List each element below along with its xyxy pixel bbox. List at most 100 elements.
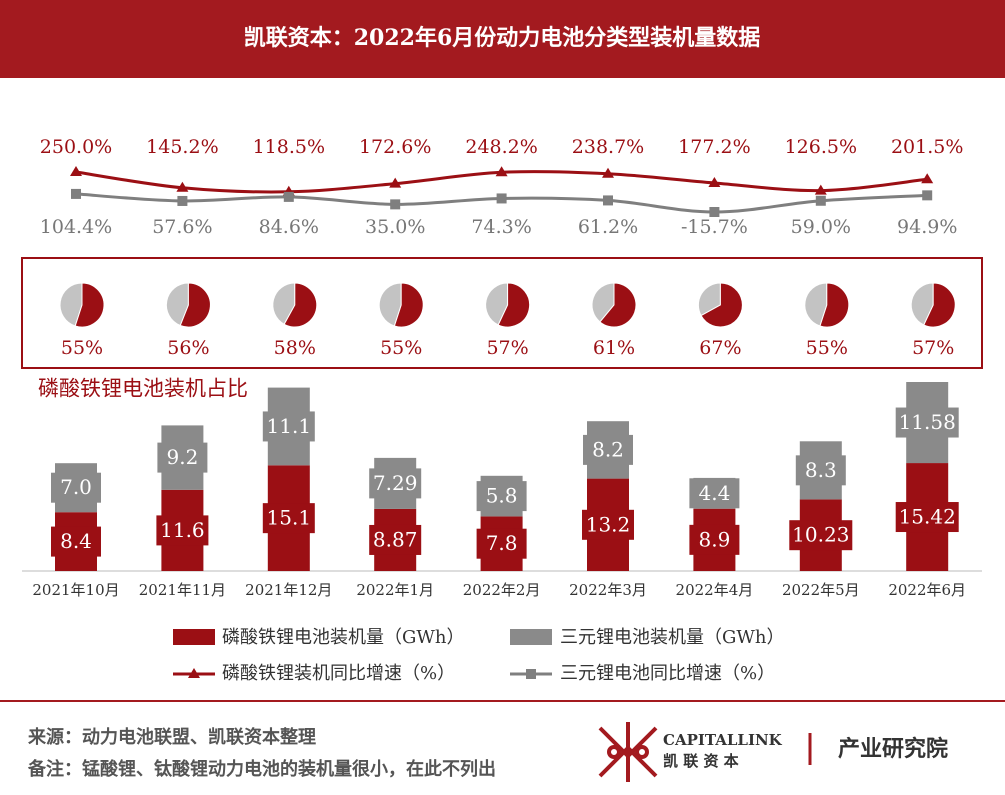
x-tick-label: 2022年3月 [569,581,647,599]
bar-value-label: 15.42 [899,505,956,529]
line-marker [389,177,402,188]
bar-value-label: 4.4 [698,481,730,505]
line-value-label: 248.2% [465,136,537,158]
x-tick-label: 2022年2月 [463,581,541,599]
line-value-label: 250.0% [40,136,112,158]
line-marker [496,193,507,204]
pie-label: 58% [274,337,316,359]
line-value-label: 57.6% [152,216,212,238]
pie-label: 56% [167,337,209,359]
pie-label: 57% [912,337,954,359]
logo-name: CAPITALLINK [663,731,783,749]
bar-value-label: 8.2 [592,437,624,461]
line-value-label: 201.5% [891,136,963,158]
pie-label: 55% [380,337,422,359]
line-marker [603,195,613,206]
pie-slice [74,282,105,328]
label-box [262,411,315,442]
bar-value-label: 7.8 [486,531,518,555]
bar-value-label: 7.29 [373,471,418,495]
logo-cn: 凯 联 资 本 [663,752,739,770]
bar-value-label: 8.87 [373,527,418,551]
line-marker [602,167,614,178]
label-box [476,481,527,512]
label-box [582,509,634,540]
label-box [795,455,846,486]
chart-title: 凯联资本：2022年6月份动力电池分类型装机量数据 [244,25,761,51]
line-marker [177,195,188,206]
pie-label: 55% [61,337,103,359]
label-box [369,524,422,555]
pie-title: 磷酸铁锂电池装机占比 [38,377,248,401]
legend-label: 磷酸铁锂装机同比增速（%） [222,663,455,684]
bar-value-label: 8.9 [698,527,730,551]
bar-value-label: 7.0 [60,475,92,499]
pie-remainder [697,282,721,317]
pie-remainder [485,282,509,326]
line-marker [815,195,826,206]
line-marker [71,188,81,199]
line-marker [814,184,827,195]
legend-marker [526,669,536,679]
pie-slice [599,282,637,328]
line-value-label: 84.6% [259,216,319,238]
line-marker [70,166,82,176]
pie-slice [819,282,850,328]
pie-label: 57% [486,337,528,359]
label-box [895,407,959,438]
line-value-label: 118.5% [253,136,325,158]
pie-slice [497,282,531,328]
pie-slice [700,282,743,328]
line-marker [922,190,933,201]
label-box [689,524,740,555]
bar-value-label: 8.4 [60,529,92,553]
pie-remainder [272,282,296,325]
pie-remainder [910,282,934,326]
label-box [583,434,633,465]
bar-value-label: 8.3 [805,458,837,482]
header-band [0,0,1005,78]
x-tick-label: 2021年10月 [32,581,119,599]
bar-value-label: 5.8 [486,484,518,508]
pie-slice [923,282,956,328]
pie-slice [283,282,318,328]
label-box [262,503,315,534]
bar-value-label: 10.23 [792,523,849,547]
bar-value-label: 15.1 [267,506,312,530]
logo-dept: 产业研究院 [838,736,948,762]
legend-swatch [510,629,552,645]
label-box [476,528,527,559]
line-value-label: 104.4% [40,216,112,238]
bar-value-label: 11.6 [160,518,205,542]
label-box [51,526,101,557]
x-tick-label: 2022年5月 [782,581,860,599]
pie-label: 55% [806,337,848,359]
legend-label: 磷酸铁锂电池装机量（GWh） [222,627,464,648]
bar-value-label: 13.2 [586,512,631,536]
pie-remainder [165,282,189,327]
line-value-label: 74.3% [471,216,531,238]
line-marker [283,191,294,202]
legend-label: 三元锂电池装机量（GWh） [560,627,784,648]
legend-swatch [173,629,215,645]
pie-frame [21,257,983,369]
x-tick-label: 2022年1月 [356,581,434,599]
line-marker [709,207,720,217]
pie-remainder [59,282,83,327]
line-value-label: 35.0% [365,216,425,238]
pie-slice [393,282,424,328]
footer-source: 来源：动力电池联盟、凯联资本整理 [27,726,316,748]
pie-slice [179,282,211,328]
label-box [789,520,853,551]
pie-label: 67% [699,337,741,359]
line-marker [921,173,934,184]
line-value-label: 145.2% [146,136,218,158]
legend-label: 三元锂电池同比增速（%） [560,663,775,684]
line-value-label: 94.9% [897,216,957,238]
label-box [895,502,959,533]
x-tick-label: 2022年4月 [676,581,754,599]
bar-value-label: 11.58 [899,410,956,434]
label-box [689,478,740,509]
